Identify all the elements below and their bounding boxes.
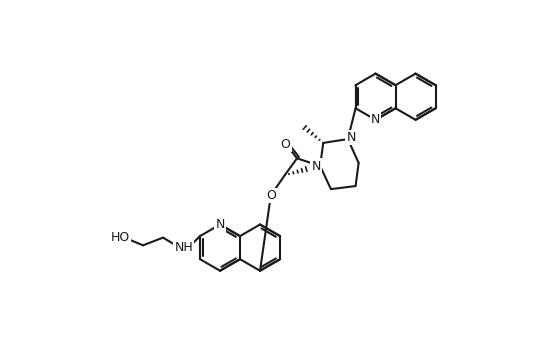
Text: N: N [346, 131, 356, 144]
Text: O: O [266, 189, 276, 202]
Text: N: N [371, 113, 380, 126]
Text: NH: NH [175, 241, 193, 254]
Text: HO: HO [111, 231, 130, 244]
Text: N: N [312, 160, 321, 173]
Text: N: N [215, 218, 225, 231]
Text: O: O [281, 138, 291, 151]
